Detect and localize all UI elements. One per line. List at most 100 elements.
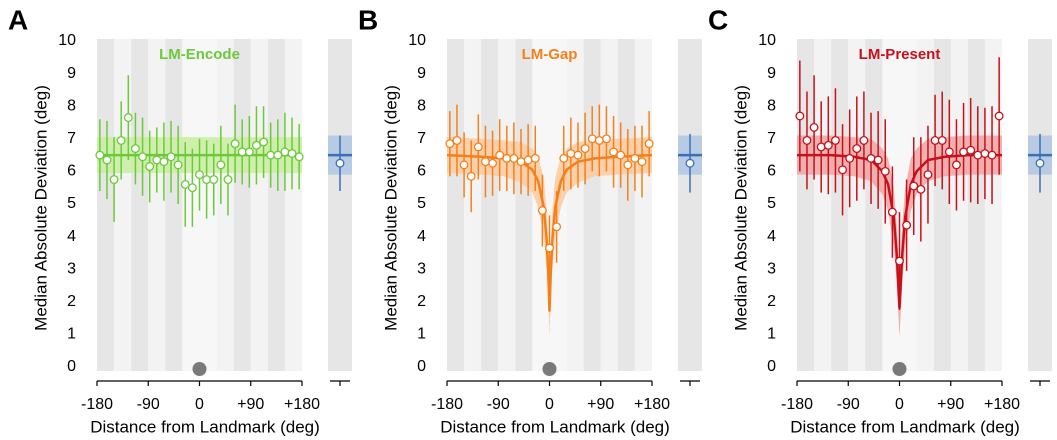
x-tick-label: +90 <box>237 396 264 413</box>
data-point <box>202 175 212 184</box>
data-point <box>251 140 261 150</box>
x-tick-label: +180 <box>284 396 320 413</box>
y-tick-label: 7 <box>767 130 776 147</box>
y-tick-label: 6 <box>67 163 76 180</box>
x-tick-label: -180 <box>81 396 113 413</box>
data-point <box>587 134 597 144</box>
x-tick-label: -180 <box>781 396 813 413</box>
y-tick-label: 3 <box>417 260 426 277</box>
background-stripe <box>182 39 200 371</box>
landmark-marker <box>542 362 557 376</box>
background-stripe <box>165 39 183 371</box>
data-point <box>173 160 183 170</box>
y-axis-label: Median Absolute Deviation (deg) <box>381 85 400 331</box>
data-point <box>923 170 933 180</box>
x-tick-label: -90 <box>837 396 860 413</box>
background-stripe <box>284 39 302 371</box>
data-point <box>573 150 583 160</box>
panel-title: LM-Gap <box>522 46 578 63</box>
x-tick-label: 0 <box>545 396 554 413</box>
data-point <box>138 152 148 162</box>
data-point <box>230 139 240 149</box>
background-stripe <box>498 39 516 371</box>
background-stripe <box>447 39 465 371</box>
data-point <box>159 157 169 167</box>
data-point <box>280 147 290 157</box>
control-point <box>335 158 345 168</box>
data-point <box>195 170 204 180</box>
y-tick-label: 2 <box>767 293 776 310</box>
data-point <box>116 135 126 145</box>
data-point <box>187 183 197 193</box>
data-point <box>580 144 590 154</box>
background-stripe <box>583 39 601 371</box>
data-point <box>294 152 304 162</box>
data-point <box>237 147 247 157</box>
y-tick-label: 7 <box>417 130 426 147</box>
data-point <box>795 111 805 121</box>
data-point <box>452 135 462 145</box>
panel: B LM-Gap 0 1 2 3 4 5 6 7 8 9 10 Median Absolute Devia… <box>358 4 702 436</box>
background-stripe <box>933 39 951 371</box>
y-tick-label: 2 <box>67 293 76 310</box>
x-axis-label: Distance from Landmark (deg) <box>790 417 1020 436</box>
data-point <box>980 149 990 158</box>
data-point <box>95 150 105 160</box>
data-point <box>916 184 926 194</box>
background-stripe <box>831 39 849 371</box>
data-point <box>445 139 455 149</box>
data-point <box>152 155 162 165</box>
x-tick-label: 0 <box>895 396 904 413</box>
data-point <box>852 144 862 154</box>
x-axis-label: Distance from Landmark (deg) <box>440 417 670 436</box>
data-point <box>823 140 833 150</box>
background-stripe <box>865 39 883 371</box>
background-stripe <box>950 39 968 371</box>
data-point <box>109 175 119 184</box>
y-tick-label: 6 <box>767 163 776 180</box>
data-point <box>987 150 997 160</box>
background-stripe <box>634 39 652 371</box>
data-point <box>937 135 947 145</box>
landmark-marker <box>192 362 207 376</box>
background-stripe <box>148 39 166 371</box>
data-point <box>287 149 297 158</box>
data-point <box>516 157 526 167</box>
y-tick-label: 4 <box>67 228 76 245</box>
data-point <box>930 135 940 145</box>
background-stripe <box>481 39 499 371</box>
data-point <box>902 220 912 230</box>
data-point <box>244 147 254 157</box>
data-point <box>838 165 848 175</box>
data-point <box>502 153 512 163</box>
data-point <box>873 155 883 165</box>
x-tick-label: -90 <box>487 396 510 413</box>
y-tick-label: 5 <box>417 195 426 212</box>
data-point <box>594 135 604 145</box>
y-tick-label: 2 <box>417 293 426 310</box>
data-point <box>609 147 619 157</box>
panel-label: A <box>8 4 28 35</box>
data-point <box>480 157 490 167</box>
y-tick-label: 1 <box>767 326 776 343</box>
background-stripe <box>216 39 234 371</box>
x-tick-label: +90 <box>587 396 614 413</box>
y-tick-label: 6 <box>417 163 426 180</box>
y-tick-label: 0 <box>67 358 76 375</box>
data-point <box>130 144 140 154</box>
control-background <box>328 39 352 371</box>
data-point <box>951 160 961 170</box>
x-tick-label: +90 <box>937 396 964 413</box>
x-tick-label: +180 <box>984 396 1020 413</box>
y-axis-label: Median Absolute Deviation (deg) <box>731 85 750 331</box>
y-tick-label: 9 <box>417 65 426 82</box>
x-tick-label: -90 <box>137 396 160 413</box>
y-axis-label: Median Absolute Deviation (deg) <box>31 85 50 331</box>
y-tick-label: 1 <box>417 326 426 343</box>
data-point <box>123 113 133 123</box>
x-tick-label: -180 <box>431 396 463 413</box>
data-point <box>473 142 483 152</box>
background-stripe <box>131 39 149 371</box>
y-tick-label: 3 <box>67 260 76 277</box>
y-tick-label: 3 <box>767 260 776 277</box>
